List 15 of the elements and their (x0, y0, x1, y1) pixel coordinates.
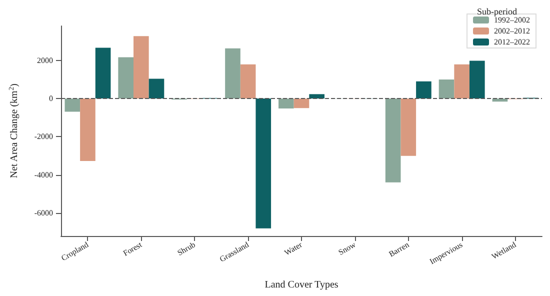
y-tick-label: -4000 (34, 170, 53, 180)
x-tick-label: Water (282, 240, 304, 258)
y-tick-label: -6000 (34, 208, 53, 218)
x-axis-title: Land Cover Types (264, 280, 338, 290)
x-tick-label: Barren (387, 240, 411, 259)
legend-label: 2002–2012 (494, 26, 530, 36)
x-tick-label: Forest (122, 240, 144, 258)
y-tick-label: 0 (49, 94, 53, 104)
legend-label: 1992–2002 (494, 16, 530, 24)
x-tick-label: Shrub (176, 240, 197, 258)
legend-label: 2012–2022 (494, 38, 530, 46)
legend-title: Sub-period (477, 6, 518, 16)
x-tick-label: Snow (336, 240, 358, 257)
y-tick-label: 2000 (37, 56, 53, 65)
y-tick-label: -2000 (34, 132, 53, 142)
